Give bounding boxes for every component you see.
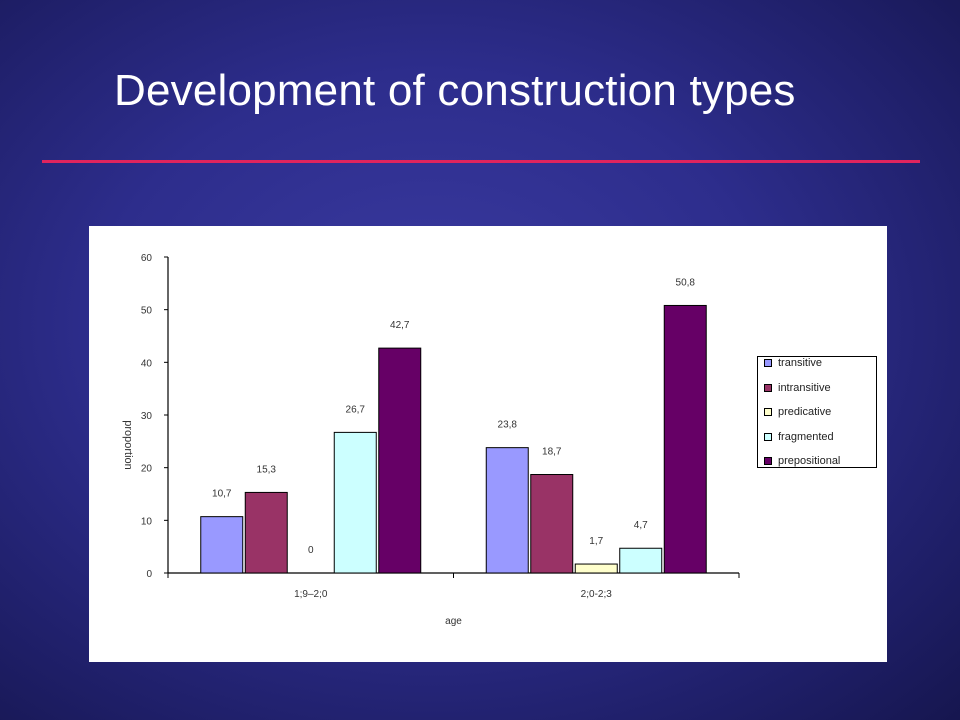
legend-label: fragmented — [778, 430, 834, 443]
legend-label: prepositional — [778, 455, 841, 467]
y-tick-label: 30 — [141, 411, 153, 422]
data-label: 0 — [308, 545, 314, 556]
legend-swatch — [764, 408, 772, 416]
bar-intransitive — [530, 474, 574, 574]
bar-transitive — [485, 447, 529, 574]
legend-label: intransitive — [778, 381, 831, 394]
legend-label: predicative — [778, 406, 832, 418]
data-label: 42,7 — [390, 320, 410, 331]
chart-panel: 0 10 20 30 40 50 60 proportion 1;9–2;0 2;0-2;3 age… — [89, 226, 887, 662]
bar-prepositional — [378, 347, 422, 574]
y-tick-label: 50 — [141, 306, 153, 317]
data-label: 50,8 — [676, 277, 696, 288]
legend-swatch — [764, 383, 772, 392]
legend-label: transitive — [778, 357, 823, 369]
slide-title: Development of construction types — [114, 66, 796, 115]
data-label: 23,8 — [498, 420, 518, 431]
y-axis-title: proportion — [122, 420, 134, 470]
bar-transitive — [200, 516, 244, 574]
title-divider — [42, 160, 920, 163]
y-tick-label: 0 — [146, 569, 152, 580]
bar-fragmented — [619, 547, 663, 574]
data-label: 18,7 — [542, 447, 562, 458]
x-tick-label: 2;0-2;3 — [581, 589, 613, 600]
x-tick-label: 1;9–2;0 — [294, 589, 328, 600]
legend-swatch — [764, 359, 772, 367]
data-label: 15,3 — [257, 464, 277, 475]
data-label: 1,7 — [589, 536, 603, 547]
data-label: 26,7 — [346, 404, 366, 415]
bar-prepositional — [663, 304, 707, 574]
bar-chart: 0 10 20 30 40 50 60 proportion 1;9–2;0 2;0-2;3 age… — [122, 253, 740, 627]
data-label: 10,7 — [212, 489, 232, 500]
legend-swatch — [764, 432, 772, 441]
bar-intransitive — [244, 491, 288, 574]
legend-item: intransitive — [764, 381, 831, 395]
legend-item: prepositional — [764, 454, 840, 468]
legend-item: transitive — [764, 356, 822, 370]
y-tick-label: 20 — [141, 464, 153, 475]
data-label: 4,7 — [634, 520, 648, 531]
legend-item: fragmented — [764, 430, 834, 444]
x-axis-title: age — [445, 616, 462, 627]
legend-item: predicative — [764, 405, 831, 419]
y-tick-label: 10 — [141, 516, 153, 527]
bar-predicative — [574, 563, 618, 574]
y-tick-label: 40 — [141, 358, 153, 369]
bar-fragmented — [333, 431, 377, 574]
chart-legend: transitive intransitive predicative fragmen… — [757, 356, 877, 468]
y-tick-label: 60 — [141, 253, 153, 264]
legend-swatch — [764, 457, 772, 465]
